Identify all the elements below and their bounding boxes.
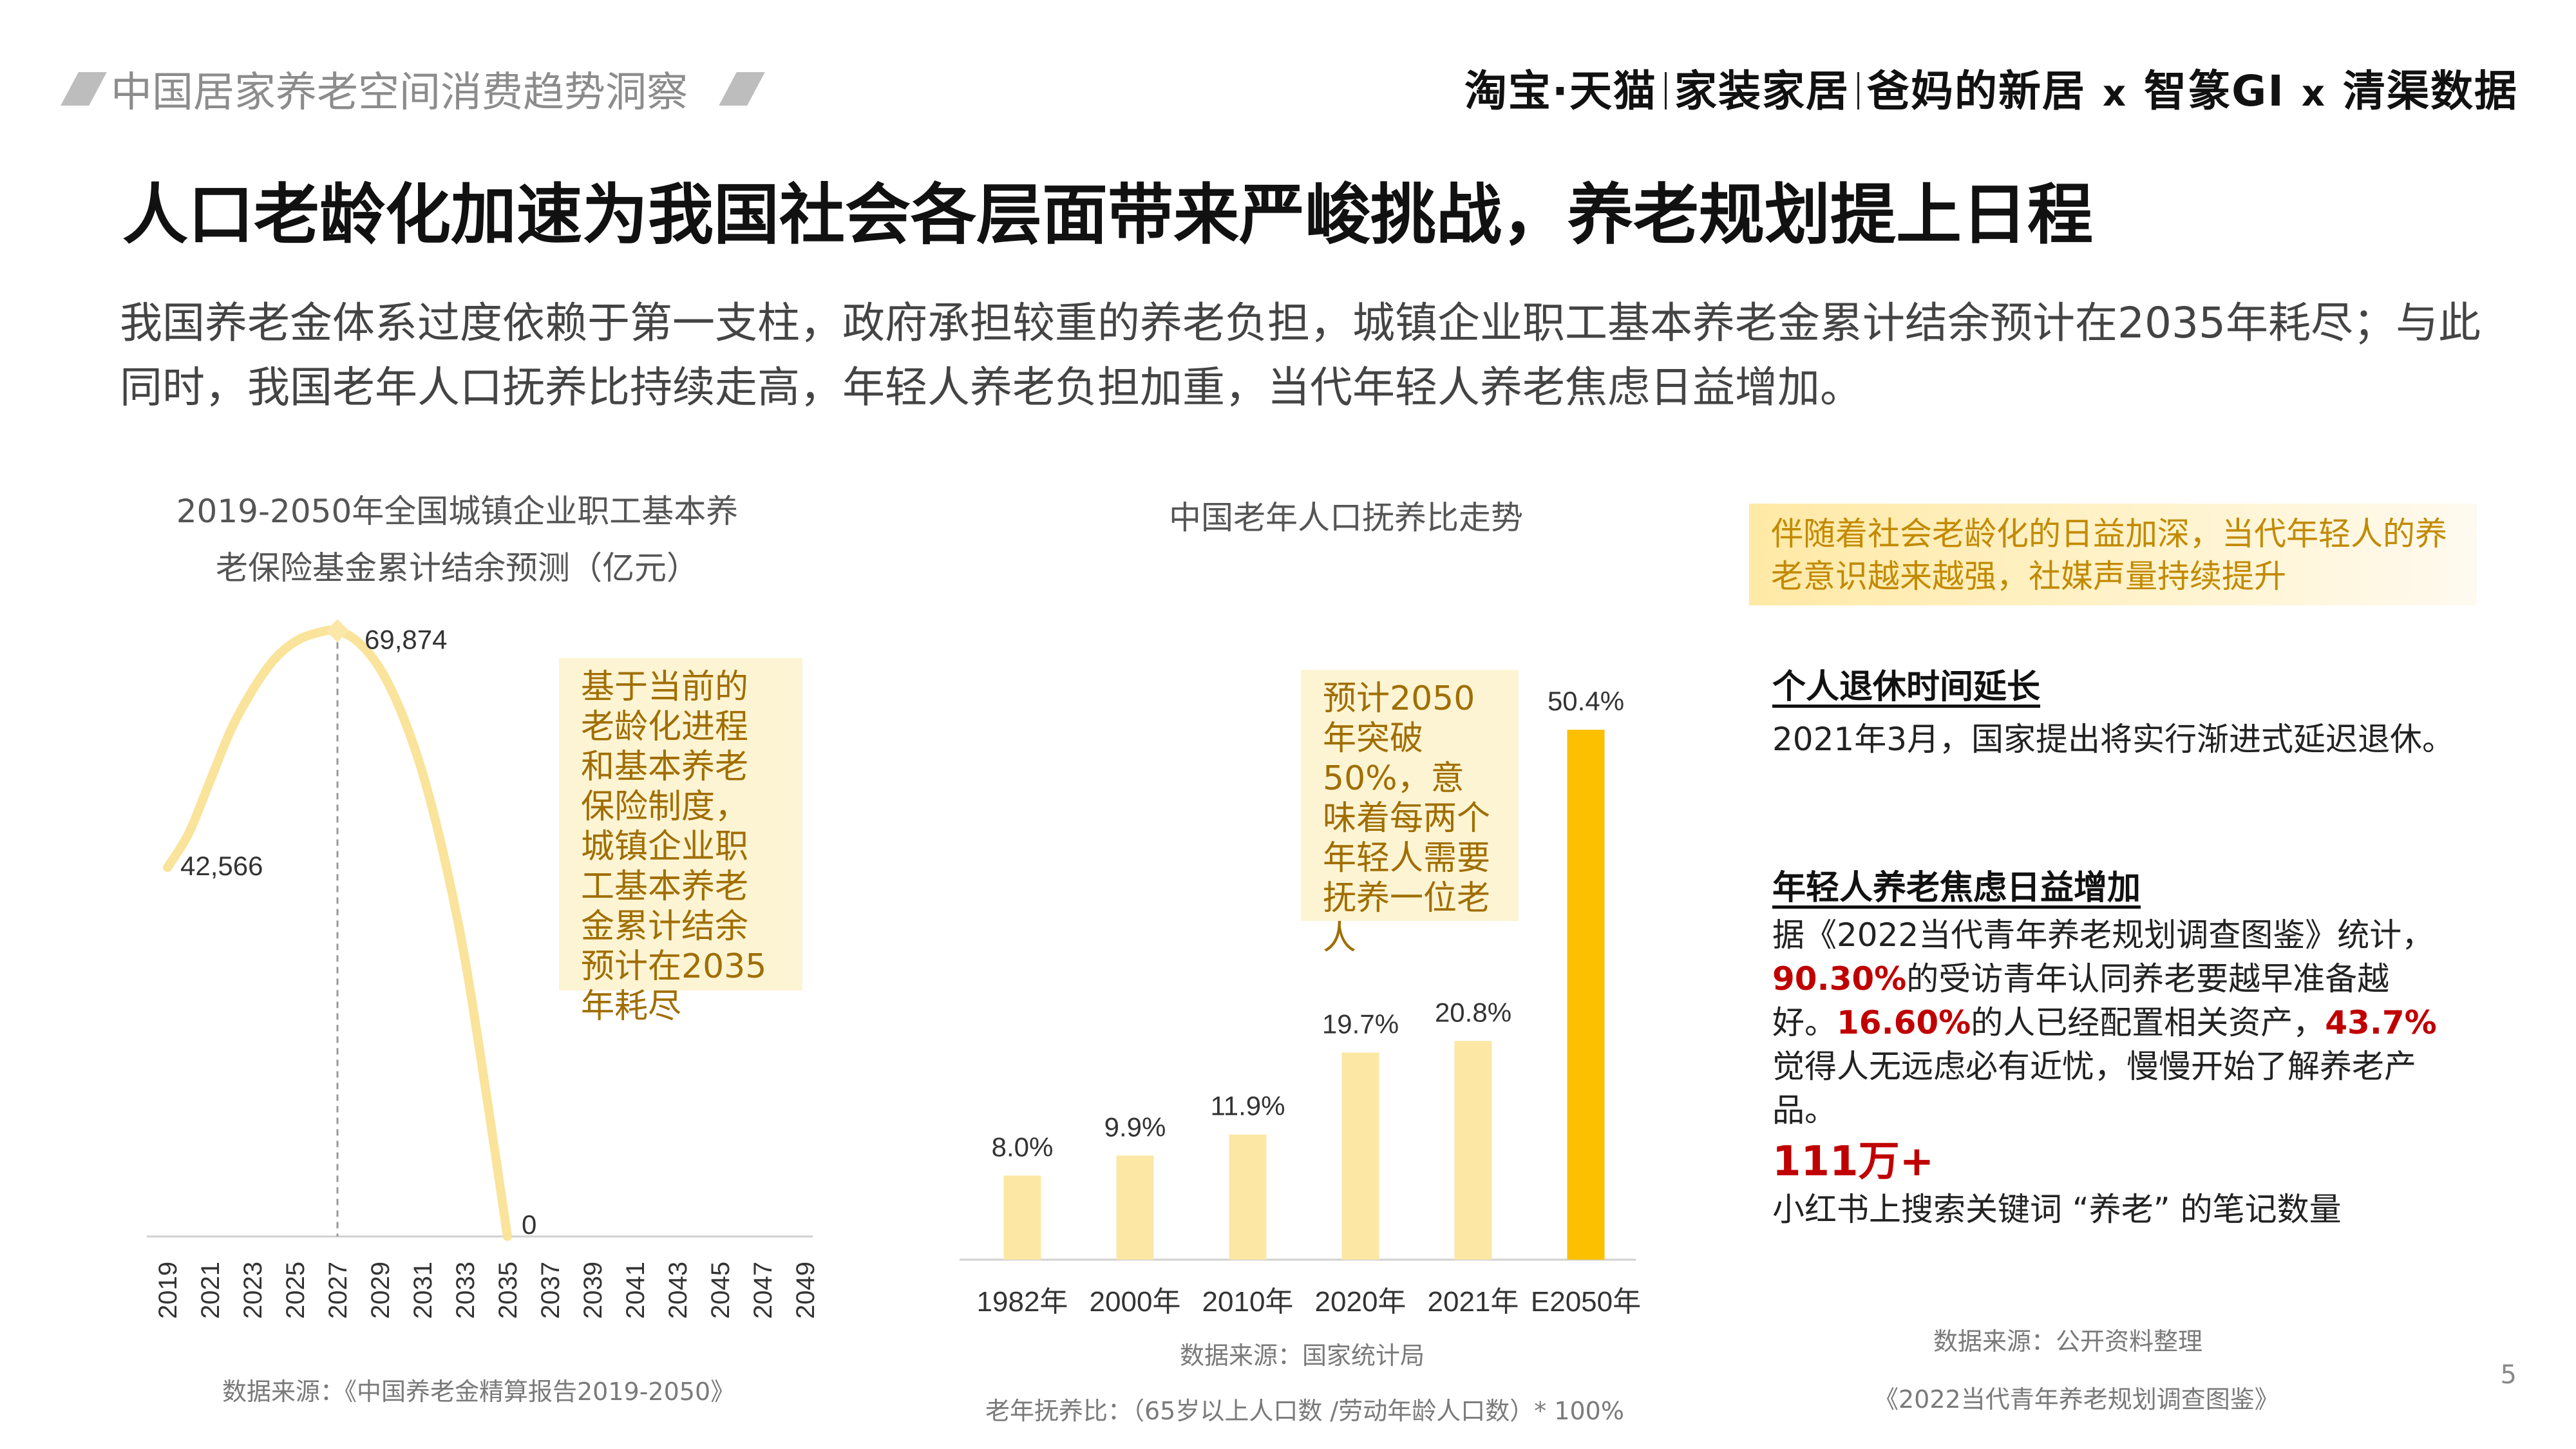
peak-marker <box>326 619 349 643</box>
line-x-tick-label: 2023 <box>239 1262 267 1319</box>
fund-balance-series-line <box>163 625 512 1241</box>
bar-value-label: 8.0% <box>992 1132 1054 1162</box>
brand-zhizhuan-gi: 智篆GI <box>2144 66 2285 116</box>
left-chart-title-line2: 老保险基金累计结余预测（亿元） <box>216 549 699 587</box>
survey-text-4: 觉得人无远虑必有近忧，慢慢开始了解养老产品。 <box>1772 1048 2416 1129</box>
left-chart-title-line1: 2019-2050年全国城镇企业职工基本养 <box>176 493 739 530</box>
brand-divider <box>1857 72 1860 109</box>
right-source-1: 数据来源：公开资料整理 <box>1933 1327 2203 1356</box>
stat-43-7-percent: 43.7% <box>2325 1004 2437 1041</box>
bar-value-label: 9.9% <box>1104 1112 1166 1142</box>
bar-category-label: E2050年 <box>1531 1286 1641 1318</box>
report-header-title: 中国居家养老空间消费趋势洞察 <box>111 69 688 117</box>
xiaohongshu-note-caption: 小红书上搜索关键词 “养老” 的笔记数量 <box>1772 1191 2342 1228</box>
bar-category-label: 2000年 <box>1090 1286 1181 1318</box>
mid-chart-title: 中国老年人口抚养比走势 <box>1169 499 1523 536</box>
dependency-ratio-bar-chart: 8.0% 1982年 9.9% 2000年 11.9% 2010年 19.7% 2020年 20… <box>960 686 1641 1318</box>
line-data-label: 0 <box>522 1209 536 1240</box>
bar-value-label: 11.9% <box>1211 1091 1285 1121</box>
stat-90-30-percent: 90.30% <box>1772 960 1907 998</box>
brand-taobao-tmall: 淘宝·天猫 <box>1464 66 1658 116</box>
line-x-tick-label: 2033 <box>451 1262 480 1319</box>
dependency-bar <box>1229 1134 1267 1260</box>
intro-paragraph: 我国养老金体系过度依赖于第一支柱，政府承担较重的养老负担，城镇企业职工基本养老金… <box>120 298 2481 412</box>
brand-logos: 淘宝·天猫 家装家居 爸妈的新居 x 智篆GI x 清渠数据 <box>1464 57 2518 118</box>
youth-anxiety-heading: 年轻人养老焦虑日益增加 <box>1772 869 2141 907</box>
mid-chart-note: 预计2050年突破50%，意味着每两个年轻人需要抚养一位老人 <box>1301 670 1519 958</box>
right-source-2: 《2022当代青年养老规划调查图鉴》 <box>1874 1385 2279 1414</box>
xiaohongshu-note-count: 111万+ <box>1772 1138 1935 1186</box>
retirement-extension-heading: 个人退休时间延长 <box>1772 668 2041 706</box>
trend-callout: 伴随着社会老龄化的日益加深，当代年轻人的养老意识越来越强，社媒声量持续提升 <box>1749 504 2477 605</box>
dependency-bar <box>1003 1175 1041 1260</box>
brand-qingqu-data: 清渠数据 <box>2343 66 2518 116</box>
mid-chart-source: 数据来源：国家统计局 <box>1180 1341 1425 1370</box>
dependency-bar <box>1116 1155 1154 1260</box>
line-x-tick-label: 2039 <box>579 1262 607 1319</box>
stat-16-60-percent: 16.60% <box>1837 1004 1971 1041</box>
brand-divider <box>1665 72 1667 109</box>
line-x-tick-label: 2041 <box>621 1262 650 1319</box>
brand-collab-x: x <box>2301 73 2326 115</box>
survey-text-2: 的受访青年认同养老要越早准备越好。 <box>1772 960 2390 1041</box>
dependency-bar <box>1454 1041 1492 1260</box>
youth-anxiety-text: 据《2022当代青年养老规划调查图鉴》统计， 90.30%的受访青年认同养老要越早… <box>1772 913 2442 1132</box>
line-x-tick-label: 2037 <box>536 1262 565 1319</box>
line-x-tick-label: 2035 <box>494 1262 522 1319</box>
left-chart-note: 基于当前的老龄化进程和基本养老保险制度，城镇企业职工基本养老金累计结余预计在20… <box>559 658 802 1026</box>
line-x-tick-label: 2031 <box>409 1262 437 1319</box>
bar-category-label: 2010年 <box>1202 1286 1294 1318</box>
bar-value-label: 19.7% <box>1322 1009 1399 1039</box>
bar-category-label: 2021年 <box>1428 1286 1519 1318</box>
retirement-extension-text: 2021年3月，国家提出将实行渐进式延迟退休。 <box>1772 721 2455 758</box>
left-chart-title: 2019-2050年全国城镇企业职工基本养 老保险基金累计结余预测（亿元） <box>122 483 792 596</box>
bar-value-label: 20.8% <box>1435 997 1511 1027</box>
brand-collab-x: x <box>2103 73 2128 115</box>
line-data-label: 42,566 <box>180 851 263 881</box>
bar-category-label: 1982年 <box>977 1286 1068 1318</box>
page-number: 5 <box>2500 1360 2517 1390</box>
dependency-bar <box>1341 1052 1379 1260</box>
survey-text-3: 的人已经配置相关资产， <box>1971 1004 2325 1041</box>
line-x-tick-label: 2021 <box>196 1262 225 1319</box>
line-x-tick-label: 2045 <box>706 1262 735 1319</box>
left-chart-source: 数据来源：《中国养老金精算报告2019-2050》 <box>222 1378 735 1406</box>
line-x-tick-label: 2049 <box>791 1262 820 1319</box>
fund-balance-line-chart: 42,566 69,874 0 2019 2021 2023 2025 2027 2029 203… <box>147 619 820 1319</box>
line-x-tick-label: 2043 <box>664 1262 692 1319</box>
line-x-tick-label: 2029 <box>366 1262 395 1319</box>
line-x-tick-label: 2025 <box>281 1262 310 1319</box>
bar-value-label: 50.4% <box>1548 686 1624 716</box>
line-data-label: 69,874 <box>365 624 447 654</box>
survey-intro: 据《2022当代青年养老规划调查图鉴》统计， <box>1772 916 2434 954</box>
mid-chart-formula: 老年抚养比：（65岁以上人口数 /劳动年龄人口数）* 100% <box>985 1397 1624 1425</box>
bar-category-label: 2020年 <box>1315 1286 1406 1318</box>
dependency-bar <box>1567 730 1605 1260</box>
brand-parents-new-home: 爸妈的新居 <box>1867 66 2087 116</box>
line-x-tick-label: 2027 <box>324 1262 352 1319</box>
line-x-tick-label: 2019 <box>154 1262 182 1319</box>
brand-home-furnishing: 家装家居 <box>1674 66 1850 116</box>
slide-main-title: 人口老龄化加速为我国社会各层面带来严峻挑战，养老规划提上日程 <box>122 177 2093 254</box>
line-x-tick-label: 2047 <box>749 1262 777 1319</box>
